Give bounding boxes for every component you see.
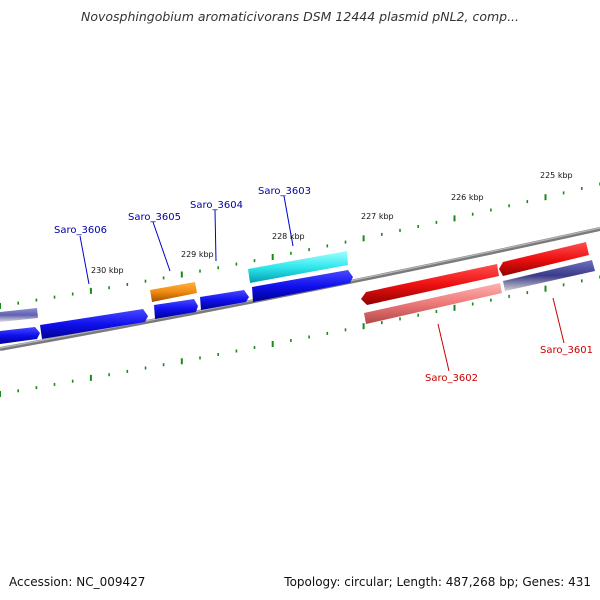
gene-blue-long[interactable] [252, 270, 353, 302]
gene-saro-3603[interactable] [248, 251, 348, 283]
label-leader-lines [79, 195, 565, 372]
kbp-label-226: 226 kbp [451, 193, 484, 202]
gene-blue-mid-1[interactable] [154, 299, 198, 319]
gene-label-saro-3605[interactable]: Saro_3605 [128, 212, 181, 223]
gene-label-saro-3602[interactable]: Saro_3602 [425, 373, 478, 384]
gene-saro-3606[interactable] [40, 309, 148, 339]
topology-summary: Topology: circular; Length: 487,268 bp; … [284, 575, 591, 589]
map-title: Novosphingobium aromaticivorans DSM 1244… [80, 9, 520, 24]
kbp-label-225: 225 kbp [540, 171, 573, 180]
gene-pink[interactable] [364, 283, 502, 324]
accession-text: Accession: NC_009427 [9, 575, 146, 589]
gene-saro-3602[interactable] [361, 264, 499, 305]
kbp-label-230: 230 kbp [91, 266, 124, 275]
gene-saro-3604[interactable] [200, 290, 249, 310]
kbp-label-228: 228 kbp [272, 232, 305, 241]
kbp-label-227: 227 kbp [361, 212, 394, 221]
gene-label-saro-3606[interactable]: Saro_3606 [54, 225, 107, 236]
gene-label-saro-3604[interactable]: Saro_3604 [190, 200, 243, 211]
gene-saro-3601[interactable] [499, 242, 589, 276]
gene-blue-edge[interactable] [0, 327, 40, 344]
gene-label-saro-3603[interactable]: Saro_3603 [258, 186, 311, 197]
tick-track-outer [0, 182, 600, 309]
gene-lavender-left[interactable] [0, 308, 38, 322]
gene-saro-3605[interactable] [150, 282, 197, 302]
gene-label-saro-3601[interactable]: Saro_3601 [540, 345, 593, 356]
kbp-label-229: 229 kbp [181, 250, 214, 259]
tick-track-inner [0, 275, 600, 397]
gene-navy[interactable] [503, 260, 595, 291]
